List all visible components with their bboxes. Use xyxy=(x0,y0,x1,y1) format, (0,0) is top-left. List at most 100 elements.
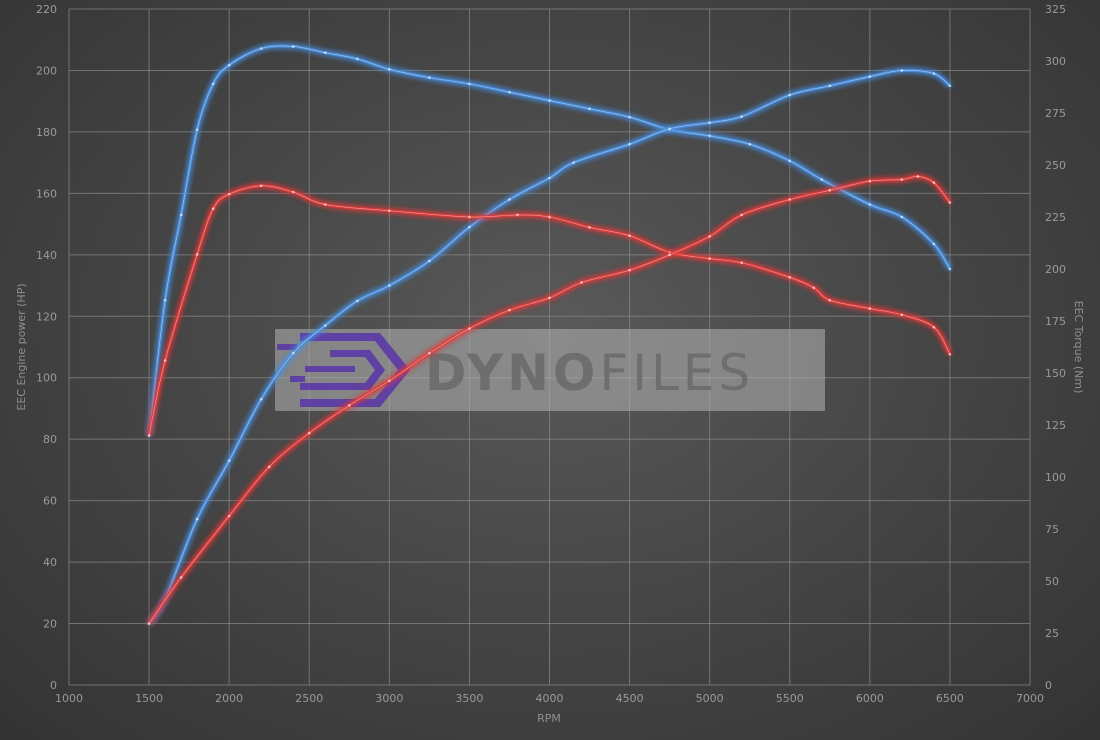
data-point xyxy=(572,161,575,164)
data-point xyxy=(428,76,431,79)
data-point xyxy=(788,159,792,163)
y-right-tick-label: 100 xyxy=(1045,471,1066,484)
x-tick-label: 6500 xyxy=(936,692,964,705)
data-point xyxy=(820,178,824,181)
y-right-tick-label: 250 xyxy=(1045,159,1066,172)
data-point xyxy=(323,203,327,206)
data-point xyxy=(900,178,904,181)
data-point xyxy=(708,257,711,260)
data-point xyxy=(628,115,631,119)
y-axis-left-label: EEC Engine power (HP) xyxy=(15,283,28,410)
data-point xyxy=(900,313,904,317)
data-point xyxy=(428,259,431,263)
data-point xyxy=(227,514,231,518)
data-point xyxy=(179,576,183,579)
data-point xyxy=(211,207,215,210)
series-lines xyxy=(147,44,952,625)
data-point xyxy=(195,128,199,131)
data-point xyxy=(259,184,263,188)
y-right-tick-label: 75 xyxy=(1045,523,1059,536)
x-tick-label: 4000 xyxy=(536,692,564,705)
x-tick-label: 1000 xyxy=(55,692,83,705)
y-right-tick-label: 50 xyxy=(1045,575,1059,588)
data-point xyxy=(428,351,431,355)
data-point xyxy=(179,213,183,217)
data-point xyxy=(259,397,263,401)
data-point xyxy=(828,84,832,88)
data-point xyxy=(812,286,816,290)
data-point xyxy=(932,72,936,75)
data-point xyxy=(548,176,551,180)
data-point xyxy=(828,188,832,192)
y-left-tick-label: 220 xyxy=(36,3,57,16)
data-point xyxy=(788,93,792,97)
data-point xyxy=(163,359,167,362)
data-point xyxy=(868,179,872,183)
data-point xyxy=(468,215,471,219)
grid xyxy=(68,8,1031,686)
y-right-tick-label: 200 xyxy=(1045,263,1066,276)
data-point xyxy=(628,268,631,272)
data-point xyxy=(291,351,295,355)
data-point xyxy=(347,404,351,407)
y-right-tick-label: 300 xyxy=(1045,55,1066,68)
data-point xyxy=(708,121,711,124)
y-right-tick-label: 325 xyxy=(1045,3,1066,16)
data-point xyxy=(468,225,471,229)
data-point xyxy=(291,190,295,194)
data-point xyxy=(211,82,215,86)
data-point xyxy=(307,431,311,435)
x-tick-label: 3500 xyxy=(455,692,483,705)
data-point xyxy=(740,115,743,118)
data-point xyxy=(828,298,832,302)
y-left-tick-label: 0 xyxy=(50,679,57,692)
x-tick-label: 4500 xyxy=(616,692,644,705)
data-point xyxy=(147,622,151,625)
data-point xyxy=(323,51,327,54)
data-point xyxy=(708,235,711,238)
data-point xyxy=(548,99,551,102)
data-point xyxy=(323,324,327,327)
data-point xyxy=(868,75,872,78)
data-point xyxy=(580,281,583,284)
y-axis-right-label: EEC Torque (Nm) xyxy=(1072,301,1085,394)
watermark-text-light: FILES xyxy=(599,344,754,402)
data-point xyxy=(948,201,952,204)
y-left-tick-label: 60 xyxy=(43,495,57,508)
y-right-tick-label: 25 xyxy=(1045,627,1059,640)
data-point xyxy=(948,84,952,88)
data-point xyxy=(740,261,743,265)
svg-text:DYNOFILES: DYNOFILES xyxy=(425,344,754,402)
data-point xyxy=(628,142,631,146)
y-left-tick-label: 140 xyxy=(36,249,57,262)
data-point xyxy=(227,63,231,67)
data-point xyxy=(548,296,551,300)
data-point xyxy=(948,352,952,356)
data-point xyxy=(948,267,952,271)
y-left-tick-label: 200 xyxy=(36,64,57,77)
data-point xyxy=(868,203,872,206)
data-point xyxy=(227,192,231,196)
y-left-tick-label: 100 xyxy=(36,372,57,385)
y-right-tick-label: 275 xyxy=(1045,107,1066,120)
x-tick-label: 2500 xyxy=(295,692,323,705)
data-point xyxy=(588,226,591,229)
data-point xyxy=(508,198,511,201)
data-point xyxy=(508,308,511,312)
x-axis-label: RPM xyxy=(537,712,561,725)
data-point xyxy=(932,181,936,184)
data-point xyxy=(388,209,391,213)
data-point xyxy=(195,517,199,521)
data-point xyxy=(868,307,872,310)
data-point xyxy=(788,198,792,201)
data-point xyxy=(259,47,263,50)
data-point xyxy=(668,253,671,257)
y-right-tick-label: 125 xyxy=(1045,419,1066,432)
data-point xyxy=(356,57,359,61)
data-point xyxy=(356,299,359,303)
data-point xyxy=(267,465,271,469)
y-left-tick-label: 40 xyxy=(43,556,57,569)
data-point xyxy=(900,69,904,72)
data-point xyxy=(740,213,743,217)
